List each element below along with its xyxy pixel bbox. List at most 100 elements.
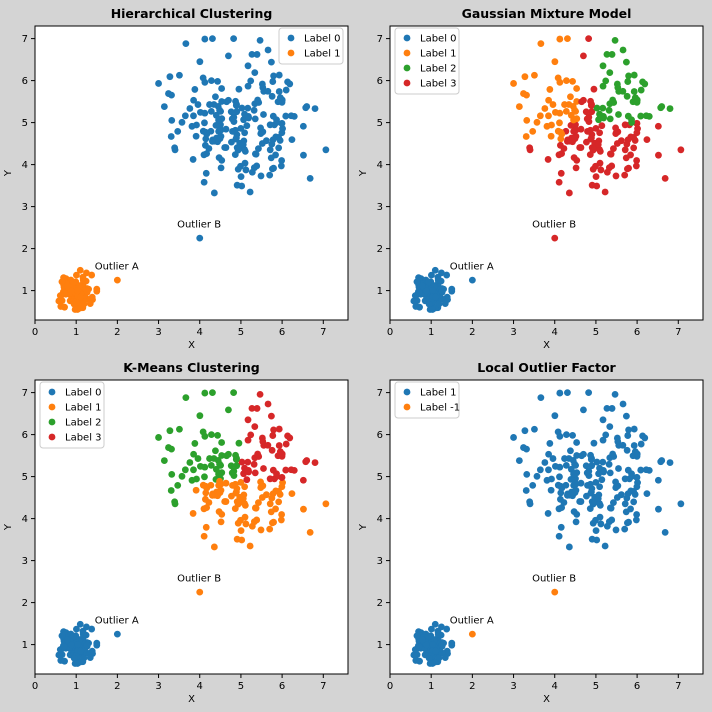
data-point xyxy=(565,455,573,462)
data-point xyxy=(588,108,596,116)
data-point xyxy=(428,625,435,633)
data-point xyxy=(611,36,619,44)
data-point xyxy=(583,492,590,500)
data-point xyxy=(58,278,66,286)
data-point xyxy=(599,458,607,466)
data-point xyxy=(267,154,275,162)
data-point xyxy=(639,432,646,440)
data-point xyxy=(264,46,272,54)
data-point xyxy=(202,523,210,531)
data-point xyxy=(552,462,559,470)
outlier-point xyxy=(196,588,204,596)
data-point xyxy=(231,505,239,513)
data-point xyxy=(255,145,262,153)
data-point xyxy=(631,137,639,144)
data-point xyxy=(171,498,179,506)
scatter-points xyxy=(55,389,330,667)
data-point xyxy=(199,74,207,82)
data-point xyxy=(238,104,246,112)
data-point xyxy=(88,271,96,279)
y-tick-label: 7 xyxy=(22,34,28,45)
data-point xyxy=(267,508,275,516)
legend-marker xyxy=(287,34,295,42)
data-point xyxy=(602,77,610,85)
data-point xyxy=(605,106,613,114)
data-point xyxy=(300,151,307,159)
data-point xyxy=(448,285,456,293)
data-point xyxy=(557,495,564,503)
data-point xyxy=(233,535,241,543)
data-point xyxy=(562,107,570,115)
data-point xyxy=(228,492,235,500)
data-point xyxy=(655,505,662,513)
data-point xyxy=(276,94,284,102)
data-point xyxy=(181,112,189,120)
data-point xyxy=(166,427,174,435)
data-point xyxy=(523,116,531,124)
data-point xyxy=(520,444,527,451)
axes-frame xyxy=(34,25,349,321)
data-point xyxy=(246,188,254,196)
scatter-points xyxy=(410,35,685,313)
data-point xyxy=(194,455,202,462)
data-point xyxy=(603,168,611,176)
data-point xyxy=(563,491,571,499)
data-point xyxy=(217,461,225,469)
y-tick-label: 1 xyxy=(377,640,383,651)
x-tick-label: 7 xyxy=(320,327,326,338)
data-point xyxy=(549,455,557,462)
legend-label: Label 1 xyxy=(420,388,457,399)
data-point xyxy=(83,641,91,649)
legend: Label 1 Label -1 xyxy=(394,381,460,419)
data-point xyxy=(74,660,81,667)
data-point xyxy=(259,438,267,445)
data-point xyxy=(572,480,580,488)
x-tick-label: 1 xyxy=(428,681,434,692)
data-point xyxy=(413,278,421,286)
y-tick-label: 5 xyxy=(377,472,383,483)
legend-label: Label 2 xyxy=(420,64,457,75)
data-point xyxy=(197,462,204,470)
data-point xyxy=(214,431,221,439)
data-point xyxy=(275,442,283,449)
data-point xyxy=(526,498,534,506)
data-point xyxy=(268,140,276,148)
data-point xyxy=(569,77,576,85)
data-point xyxy=(241,110,248,118)
data-point xyxy=(251,115,259,123)
y-tick-label: 6 xyxy=(377,430,383,441)
data-point xyxy=(190,96,197,104)
data-point xyxy=(637,112,645,120)
data-point xyxy=(155,434,162,441)
data-point xyxy=(552,108,559,116)
y-axis-label: Y xyxy=(358,169,369,177)
data-point xyxy=(607,504,615,512)
data-point xyxy=(582,462,590,470)
data-point xyxy=(242,520,250,528)
data-point xyxy=(555,532,563,540)
data-point xyxy=(603,404,611,412)
data-point xyxy=(597,166,605,174)
data-point xyxy=(67,287,75,295)
data-point xyxy=(167,133,175,140)
data-point xyxy=(572,107,580,115)
data-point xyxy=(631,491,639,498)
data-point xyxy=(86,300,94,307)
data-point xyxy=(266,146,274,154)
x-tick-label: 1 xyxy=(428,327,434,338)
data-point xyxy=(276,491,284,498)
data-point xyxy=(523,470,531,478)
data-point xyxy=(273,119,281,126)
data-point xyxy=(273,473,281,480)
data-point xyxy=(612,526,620,534)
data-point xyxy=(608,405,616,412)
data-point xyxy=(595,470,603,478)
data-point xyxy=(174,481,182,489)
data-point xyxy=(564,35,571,42)
x-tick-label: 2 xyxy=(114,327,120,338)
legend-marker xyxy=(48,418,56,426)
data-point xyxy=(244,436,252,444)
data-point xyxy=(268,446,276,454)
data-point xyxy=(190,466,197,474)
data-point xyxy=(557,141,564,149)
